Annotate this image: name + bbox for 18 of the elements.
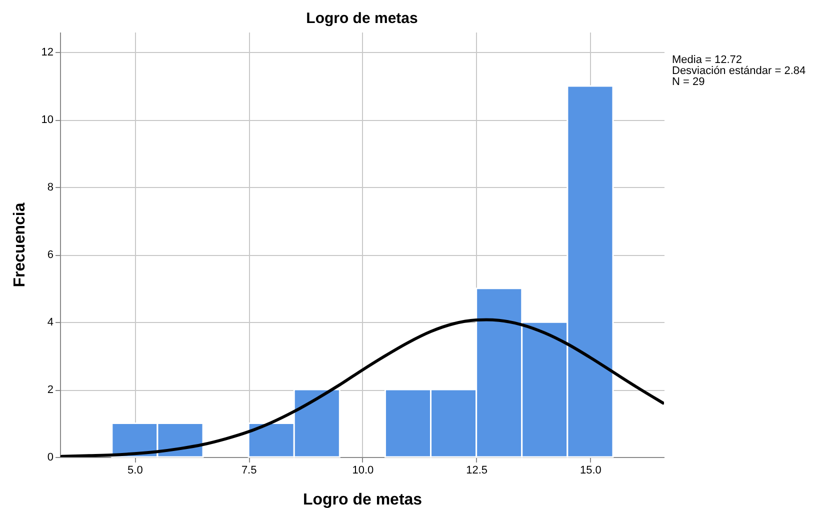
x-tick-label: 15.0 — [580, 464, 602, 476]
y-tick-label: 6 — [47, 249, 54, 262]
y-axis-title: Frecuencia — [11, 202, 28, 288]
x-tick-label: 10.0 — [352, 464, 374, 476]
x-tick-label: 5.0 — [128, 464, 143, 476]
y-tick-label: 8 — [47, 182, 54, 194]
text: N = 29 — [672, 76, 705, 88]
x-axis-title: Logro de metas — [302, 492, 422, 508]
text: Desviación estándar = 2.84 — [672, 65, 806, 77]
x-tick-label: 12.5 — [466, 464, 488, 476]
chart-title: Logro de metas — [306, 10, 418, 27]
text: Media = 12.72 — [672, 54, 742, 66]
y-tick-label: 0 — [47, 452, 54, 464]
y-tick-label: 4 — [47, 316, 54, 329]
x-tick-label: 7.5 — [241, 464, 257, 476]
y-tick-label: 10 — [41, 114, 54, 126]
y-tick-label: 2 — [47, 384, 54, 396]
y-tick-label: 12 — [41, 46, 54, 59]
